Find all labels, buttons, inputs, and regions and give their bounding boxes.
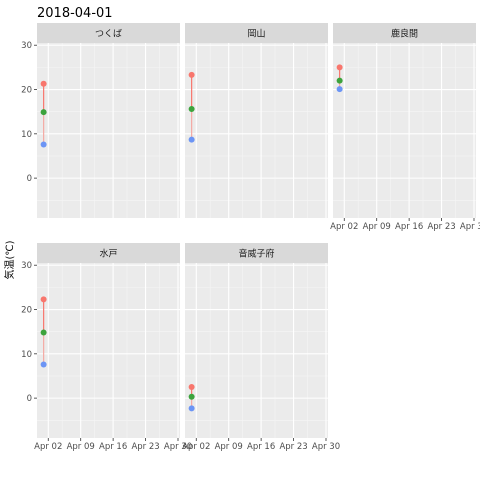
y-tick-label: 10 [21, 130, 32, 140]
mean-point [188, 393, 195, 400]
mean-point [40, 109, 47, 116]
max-point [40, 296, 47, 303]
max-point [188, 384, 195, 391]
x-tick-label: Apr 16 [247, 442, 275, 452]
facet-strip [185, 243, 328, 263]
x-tick-label: Apr 16 [395, 222, 423, 232]
min-point [336, 86, 343, 93]
max-point [188, 71, 195, 78]
min-point [188, 405, 195, 412]
x-tick-label: Apr 30 [460, 222, 480, 232]
facet-strip [185, 23, 328, 43]
y-tick-label: 30 [21, 41, 32, 51]
plot-background [185, 43, 328, 218]
x-tick-label: Apr 02 [34, 442, 62, 452]
facet-strip [37, 243, 180, 263]
plot-background [37, 43, 180, 218]
facet-panel: 音威子府 Apr 02 Apr 09 Apr 16 Apr 23 Apr 30 [182, 243, 340, 452]
facet-strip-label: 岡山 [247, 29, 265, 40]
x-tick-label: Apr 02 [182, 442, 210, 452]
plot-background [185, 263, 328, 438]
y-tick-label: 20 [21, 306, 32, 316]
y-tick-label: 10 [21, 350, 32, 360]
facet-panel: 水戸 0 10 20 30 Apr 02 Apr 09 Apr 16 Apr 23 Apr 30 [21, 243, 192, 452]
x-tick-label: Apr 23 [427, 222, 455, 232]
facet-panel: つくば 0 10 20 30 [21, 23, 180, 218]
facet-strip-label: 音威子府 [238, 248, 274, 260]
x-tick-label: Apr 09 [67, 442, 95, 452]
x-tick-label: Apr 16 [99, 442, 127, 452]
facet-strip-label: 鹿良間 [391, 28, 418, 40]
x-tick-label: Apr 09 [215, 442, 243, 452]
y-axis-label: 気温(℃) [3, 240, 16, 279]
plot-background [37, 263, 180, 438]
max-point [336, 64, 343, 71]
min-point [188, 136, 195, 143]
chart-title: 2018-04-01 [37, 6, 113, 21]
y-tick-label: 0 [27, 174, 32, 184]
x-tick-label: Apr 30 [312, 442, 340, 452]
x-tick-label: Apr 09 [363, 222, 391, 232]
x-tick-label: Apr 30 [164, 442, 192, 452]
min-point [40, 141, 47, 148]
facet-panel: 鹿良間 Apr 02 Apr 09 Apr 16 Apr 23 Apr 30 [330, 23, 480, 232]
max-point [40, 80, 47, 87]
facet-strip [37, 23, 180, 43]
mean-point [188, 106, 195, 113]
min-point [40, 361, 47, 368]
y-tick-label: 20 [21, 86, 32, 96]
facet-panel: 岡山 [185, 23, 328, 218]
y-tick-label: 30 [21, 261, 32, 271]
facet-strip-label: 水戸 [99, 248, 117, 260]
facet-strip-label: つくば [95, 29, 122, 40]
x-tick-label: Apr 23 [131, 442, 159, 452]
facet-strip [333, 23, 476, 43]
mean-point [336, 77, 343, 84]
facet-panels: つくば 0 10 20 30 岡山 鹿良間 Apr 02 Apr 09 Apr 16 Apr 23 A… [21, 23, 480, 452]
x-tick-label: Apr 23 [279, 442, 307, 452]
plot-background [333, 43, 476, 218]
mean-point [40, 329, 47, 336]
y-tick-label: 0 [27, 394, 32, 404]
x-tick-label: Apr 02 [330, 222, 358, 232]
